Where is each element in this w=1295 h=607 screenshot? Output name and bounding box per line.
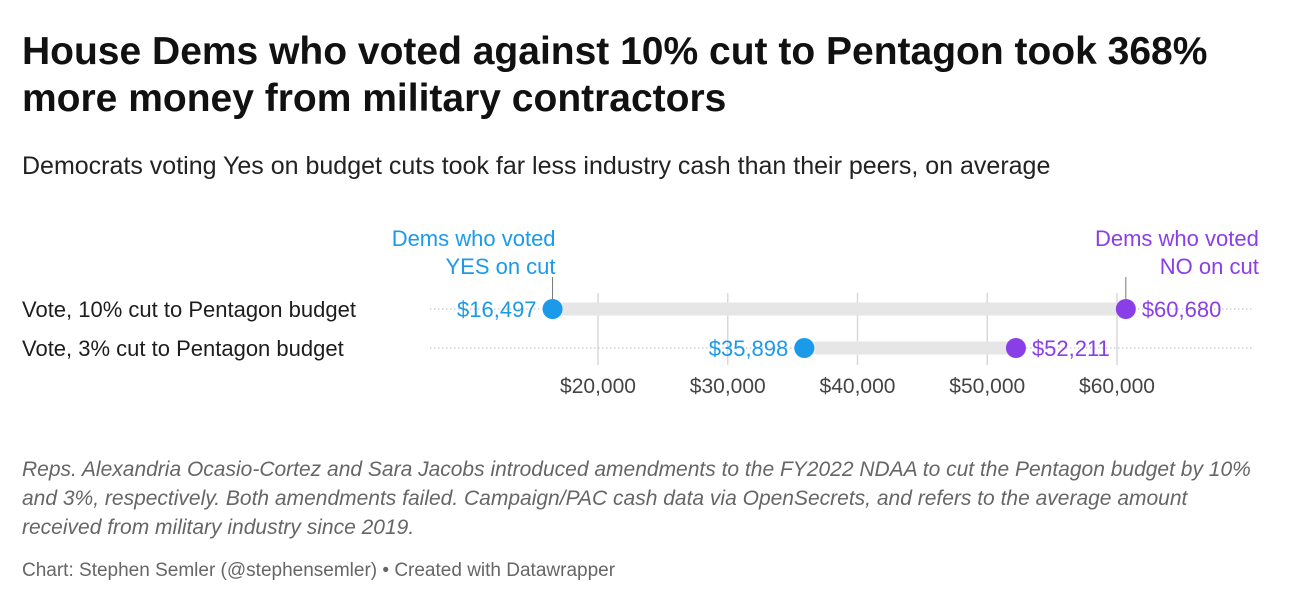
chart-credit: Chart: Stephen Semler (@stephensemler) •… [22,560,616,581]
data-dot [1115,299,1136,319]
x-tick-label: $40,000 [820,375,896,398]
data-dot [794,338,815,358]
series-label: YES on cut [445,254,555,279]
value-label: $35,898 [709,336,789,361]
value-label: $52,211 [1032,336,1110,361]
value-label: $16,497 [457,297,537,322]
chart-title: House Dems who voted against 10% cut to … [22,30,1208,120]
x-tick-label: $20,000 [560,375,636,398]
data-dot [1005,338,1026,358]
series-label: NO on cut [1160,254,1259,279]
chart-notes: Reps. Alexandria Ocasio-Cortez and Sara … [22,458,1251,539]
data-dot [542,299,563,319]
x-tick-label: $60,000 [1079,375,1155,398]
x-tick-label: $50,000 [949,375,1025,398]
chart-subtitle: Democrats voting Yes on budget cuts took… [22,152,1051,180]
x-tick-label: $30,000 [690,375,766,398]
row-label: Vote, 3% cut to Pentagon budget [22,336,344,361]
row-label: Vote, 10% cut to Pentagon budget [22,297,356,322]
dot-chart: $20,000 $30,000 $40,000 $50,000 $60,000 Vote,… [22,226,1259,398]
series-label: Dems who voted [1095,226,1259,251]
value-label: $60,680 [1142,297,1222,322]
series-label: Dems who voted [392,226,556,251]
